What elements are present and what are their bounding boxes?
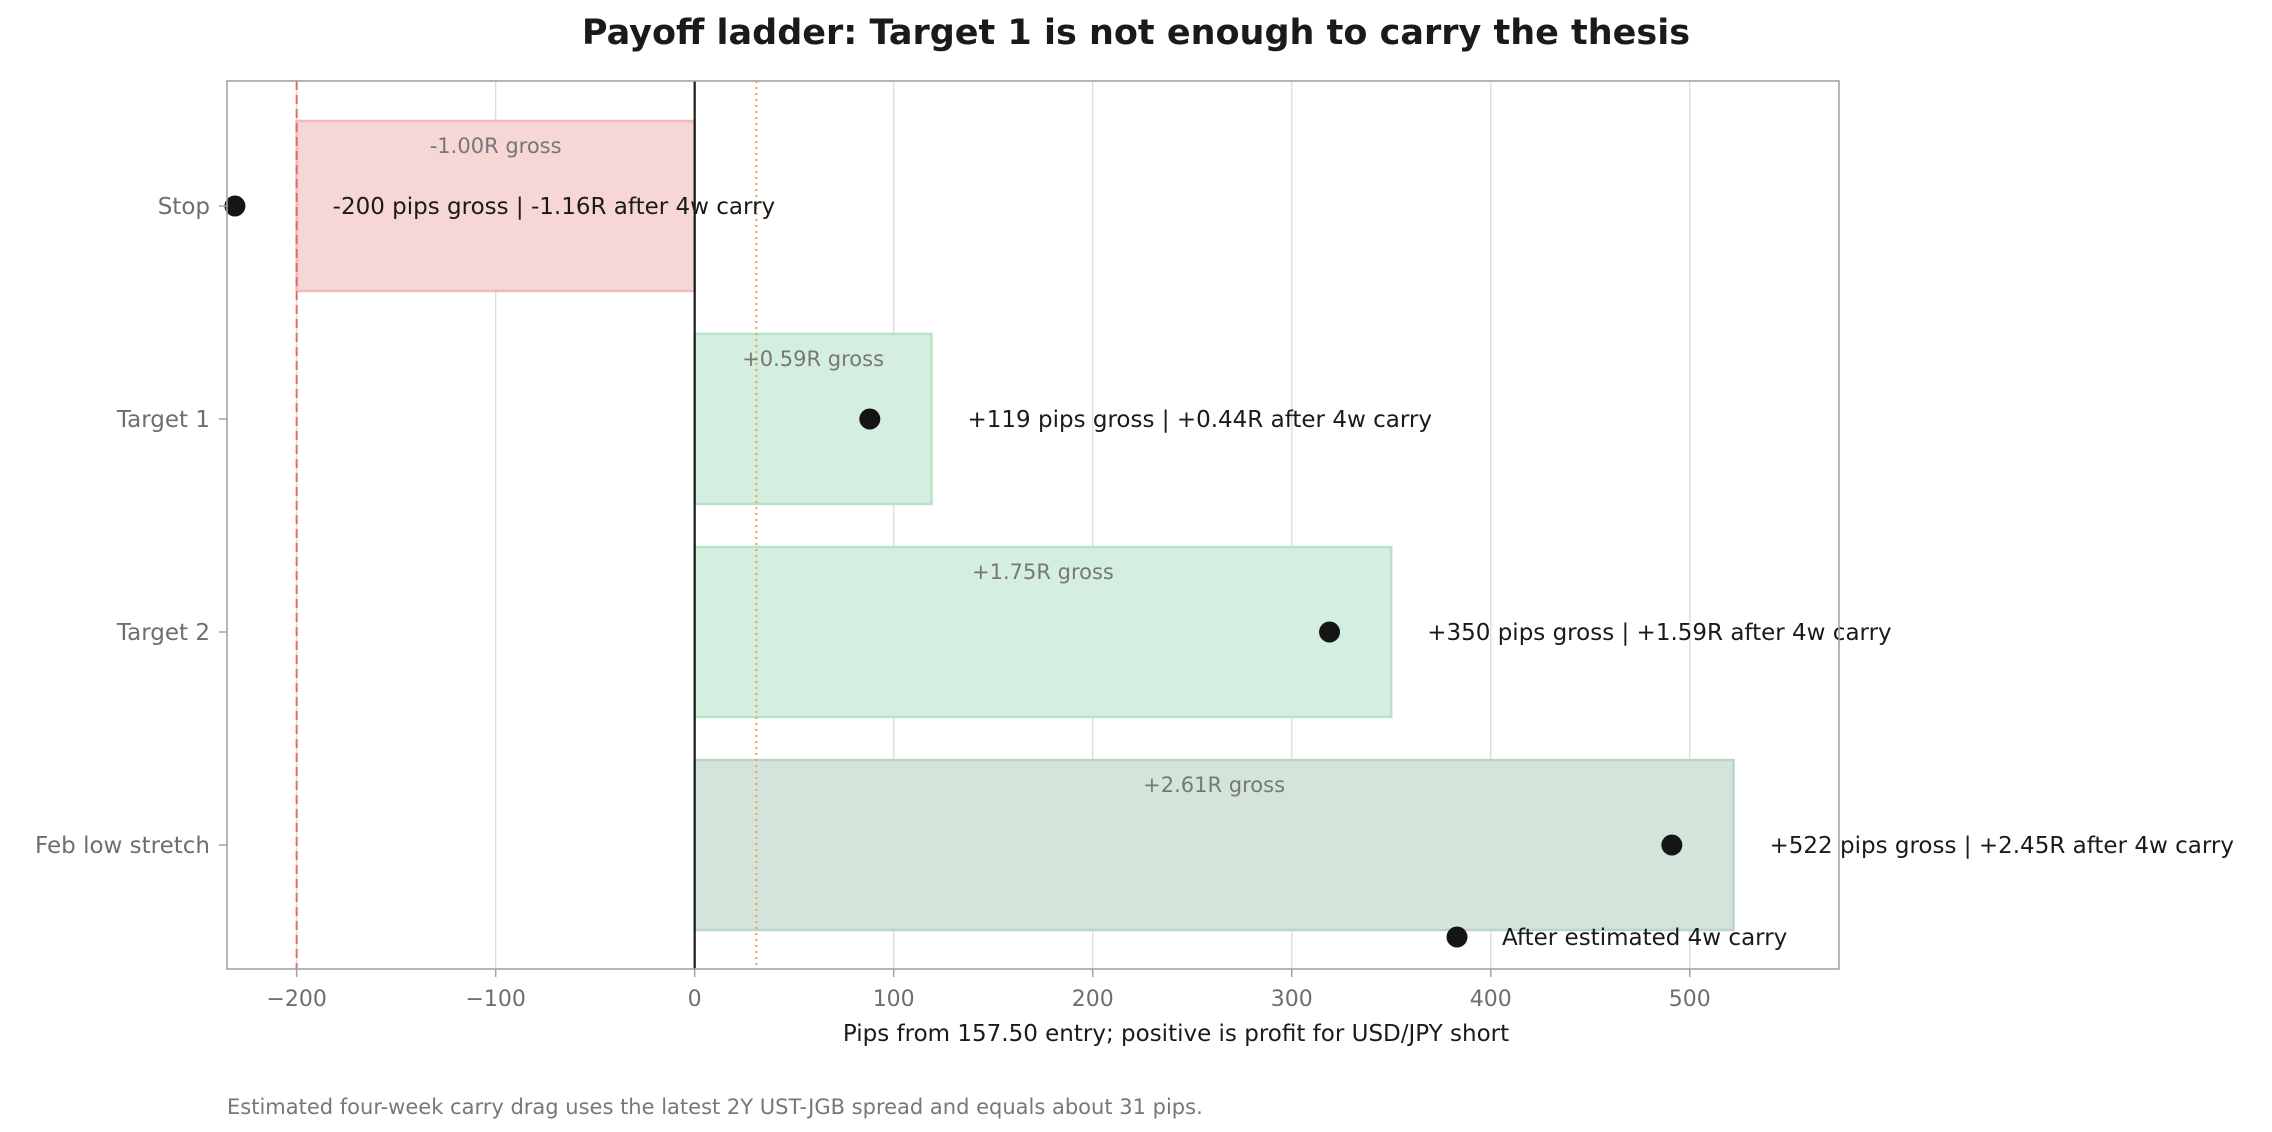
point-label-3: +522 pips gross | +2.45R after 4w carry — [1770, 833, 2234, 859]
gross-r-label-3: +2.61R gross — [1143, 773, 1285, 797]
y-axis: Stop Target 1 Target 2 Feb low stretch — [35, 194, 227, 859]
bar-3 — [693, 758, 1735, 932]
point-label-2: +350 pips gross | +1.59R after 4w carry — [1427, 620, 1891, 646]
x-tick-label-0: −200 — [266, 987, 326, 1012]
bar-0 — [295, 119, 696, 293]
gross-r-label-1: +0.59R gross — [742, 347, 884, 371]
legend-marker — [1446, 926, 1468, 948]
x-tick-label-6: 400 — [1470, 987, 1512, 1012]
plot-frame — [226, 80, 1840, 970]
x-tick-label-7: 500 — [1669, 987, 1711, 1012]
x-tick-label-2: 0 — [688, 987, 702, 1012]
footnote: Estimated four-week carry drag uses the … — [227, 1095, 1203, 1119]
y-tick-label-0: Stop — [158, 194, 210, 220]
bar-1 — [693, 332, 933, 506]
legend-label: After estimated 4w carry — [1502, 925, 1787, 951]
point-label-1: +119 pips gross | +0.44R after 4w carry — [968, 407, 1432, 433]
y-tick-label-2: Target 2 — [116, 620, 210, 646]
chart-title: Payoff ladder: Target 1 is not enough to… — [582, 13, 1690, 53]
after-carry-point-1 — [859, 408, 881, 430]
reference-lines — [295, 81, 758, 969]
after-carry-point-0 — [224, 195, 246, 217]
y-tick-label-1: Target 1 — [116, 407, 210, 433]
point-label-0: -200 pips gross | -1.16R after 4w carry — [333, 194, 775, 220]
x-axis: −200 −100 0 100 200 300 400 500 — [266, 969, 1711, 1012]
after-carry-point-3 — [1661, 834, 1683, 856]
data-labels: -1.00R gross -200 pips gross | -1.16R aft… — [333, 134, 2234, 859]
bars — [295, 119, 1735, 932]
gross-r-label-2: +1.75R gross — [972, 560, 1114, 584]
x-tick-label-5: 300 — [1271, 987, 1313, 1012]
x-tick-label-1: −100 — [465, 987, 525, 1012]
after-carry-points — [224, 195, 1683, 856]
bar-2 — [693, 545, 1393, 719]
x-tick-label-3: 100 — [873, 987, 915, 1012]
x-tick-label-4: 200 — [1072, 987, 1114, 1012]
legend: After estimated 4w carry — [1446, 925, 1787, 951]
after-carry-point-2 — [1319, 621, 1341, 643]
y-tick-label-3: Feb low stretch — [35, 833, 210, 859]
x-axis-label: Pips from 157.50 entry; positive is prof… — [843, 1021, 1509, 1047]
gross-r-label-0: -1.00R gross — [430, 134, 562, 158]
